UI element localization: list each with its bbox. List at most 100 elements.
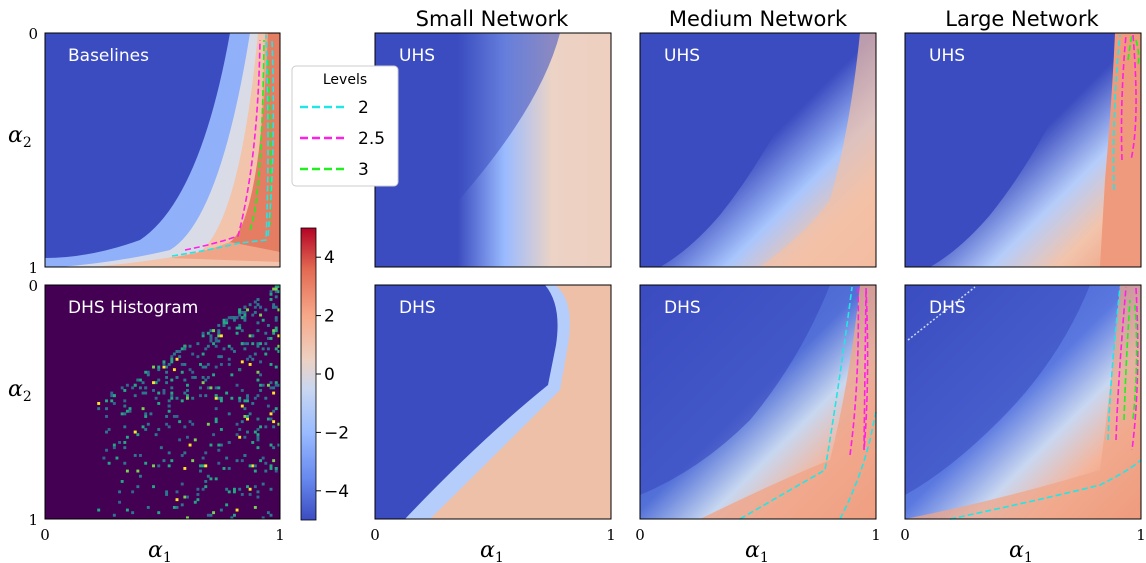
histogram-cell [274, 329, 278, 333]
histogram-cell [144, 391, 148, 395]
histogram-cell [233, 513, 236, 517]
histogram-cell [277, 285, 281, 288]
panel-baselines: Baselines [44, 32, 281, 268]
histogram-cell [209, 513, 213, 517]
histogram-cell [165, 365, 169, 369]
histogram-cell [170, 394, 174, 398]
histogram-cell [240, 311, 244, 314]
legend-label-3: 3 [358, 160, 369, 180]
histogram-cell [277, 308, 281, 312]
histogram-cell [227, 344, 231, 348]
histogram-cell [146, 370, 150, 374]
histogram-cell [274, 316, 278, 320]
y-axis-label-top: α2 [8, 123, 32, 151]
histogram-cell [233, 350, 236, 353]
histogram-cell [266, 324, 270, 327]
histogram-cell [217, 334, 221, 338]
histogram-cell [125, 409, 129, 413]
histogram-cell [201, 352, 205, 356]
histogram-cell [191, 422, 195, 426]
histogram-cell [170, 386, 174, 390]
histogram-cell [277, 334, 281, 338]
histogram-cell [206, 513, 210, 517]
histogram-cell [269, 417, 273, 421]
histogram-cell [152, 381, 155, 385]
histogram-cell [196, 493, 200, 496]
histogram-cell [170, 357, 174, 361]
histogram-cell [112, 443, 116, 447]
histogram-cell [238, 311, 242, 314]
histogram-cell [264, 352, 268, 356]
histogram-cell [253, 396, 257, 400]
histogram-cell [170, 355, 174, 359]
histogram-cell [243, 435, 247, 439]
histogram-cell [167, 409, 171, 413]
histogram-cell [170, 378, 174, 382]
histogram-cell [243, 407, 247, 411]
histogram-cell [227, 363, 231, 366]
histogram-cell [269, 381, 273, 385]
histogram-cell [186, 495, 189, 499]
histogram-cell [246, 415, 249, 418]
histogram-cell [240, 420, 244, 424]
histogram-cell [133, 394, 137, 398]
histogram-cell [188, 344, 192, 348]
histogram-cell [154, 433, 158, 437]
histogram-cell [227, 357, 231, 361]
histogram-cell [259, 313, 263, 317]
histogram-cell [246, 396, 249, 400]
histogram-cell [238, 324, 242, 327]
histogram-cell [219, 363, 223, 366]
y-tick-0-top: 0 [28, 25, 38, 43]
histogram-cell [214, 417, 218, 421]
histogram-cell [162, 389, 166, 392]
legend-title: Levels [323, 72, 367, 88]
histogram-cell [233, 487, 236, 491]
histogram-cell [165, 422, 169, 426]
histogram-cell [170, 391, 174, 395]
histogram-cell [206, 331, 210, 335]
x-tick-1-large: 1 [1136, 526, 1146, 544]
histogram-cell [183, 344, 187, 348]
histogram-cell [105, 415, 108, 418]
histogram-cell [139, 474, 142, 478]
histogram-cell [141, 407, 145, 411]
histogram-cell [123, 441, 127, 444]
histogram-cell [167, 399, 171, 403]
histogram-cell [154, 381, 158, 385]
histogram-cell [277, 422, 281, 426]
histogram-cell [141, 425, 145, 429]
histogram-cell [212, 329, 216, 333]
histogram-cell [240, 342, 244, 346]
panel-medium-dhs: DHS [639, 284, 877, 520]
histogram-cell [238, 308, 242, 312]
y-tick-0-bottom: 0 [28, 277, 38, 295]
histogram-cell [256, 433, 260, 437]
histogram-cell [97, 402, 101, 405]
histogram-cell [253, 506, 257, 509]
histogram-cell [167, 464, 171, 468]
histogram-cell [139, 454, 142, 457]
histogram-cell [112, 446, 116, 450]
histogram-cell [123, 389, 127, 392]
histogram-cell [165, 415, 169, 418]
histogram-cell [214, 337, 218, 340]
histogram-cell [97, 508, 101, 512]
panel-label-baselines: Baselines [68, 46, 149, 66]
histogram-cell [217, 396, 221, 400]
histogram-cell [264, 469, 268, 473]
column-title-medium: Medium Network [669, 7, 848, 31]
histogram-cells [97, 285, 281, 520]
histogram-cell [180, 454, 184, 457]
x-tick-0-medium: 0 [635, 526, 645, 544]
panel-small-uhs: UHS [374, 32, 612, 268]
histogram-cell [235, 433, 239, 437]
histogram-cell [256, 303, 260, 307]
histogram-cell [167, 404, 171, 408]
histogram-cell [183, 378, 187, 382]
histogram-cell [272, 420, 276, 424]
histogram-cell [235, 508, 239, 512]
histogram-cell [238, 399, 242, 403]
histogram-cell [248, 493, 252, 496]
histogram-cell [274, 383, 278, 387]
